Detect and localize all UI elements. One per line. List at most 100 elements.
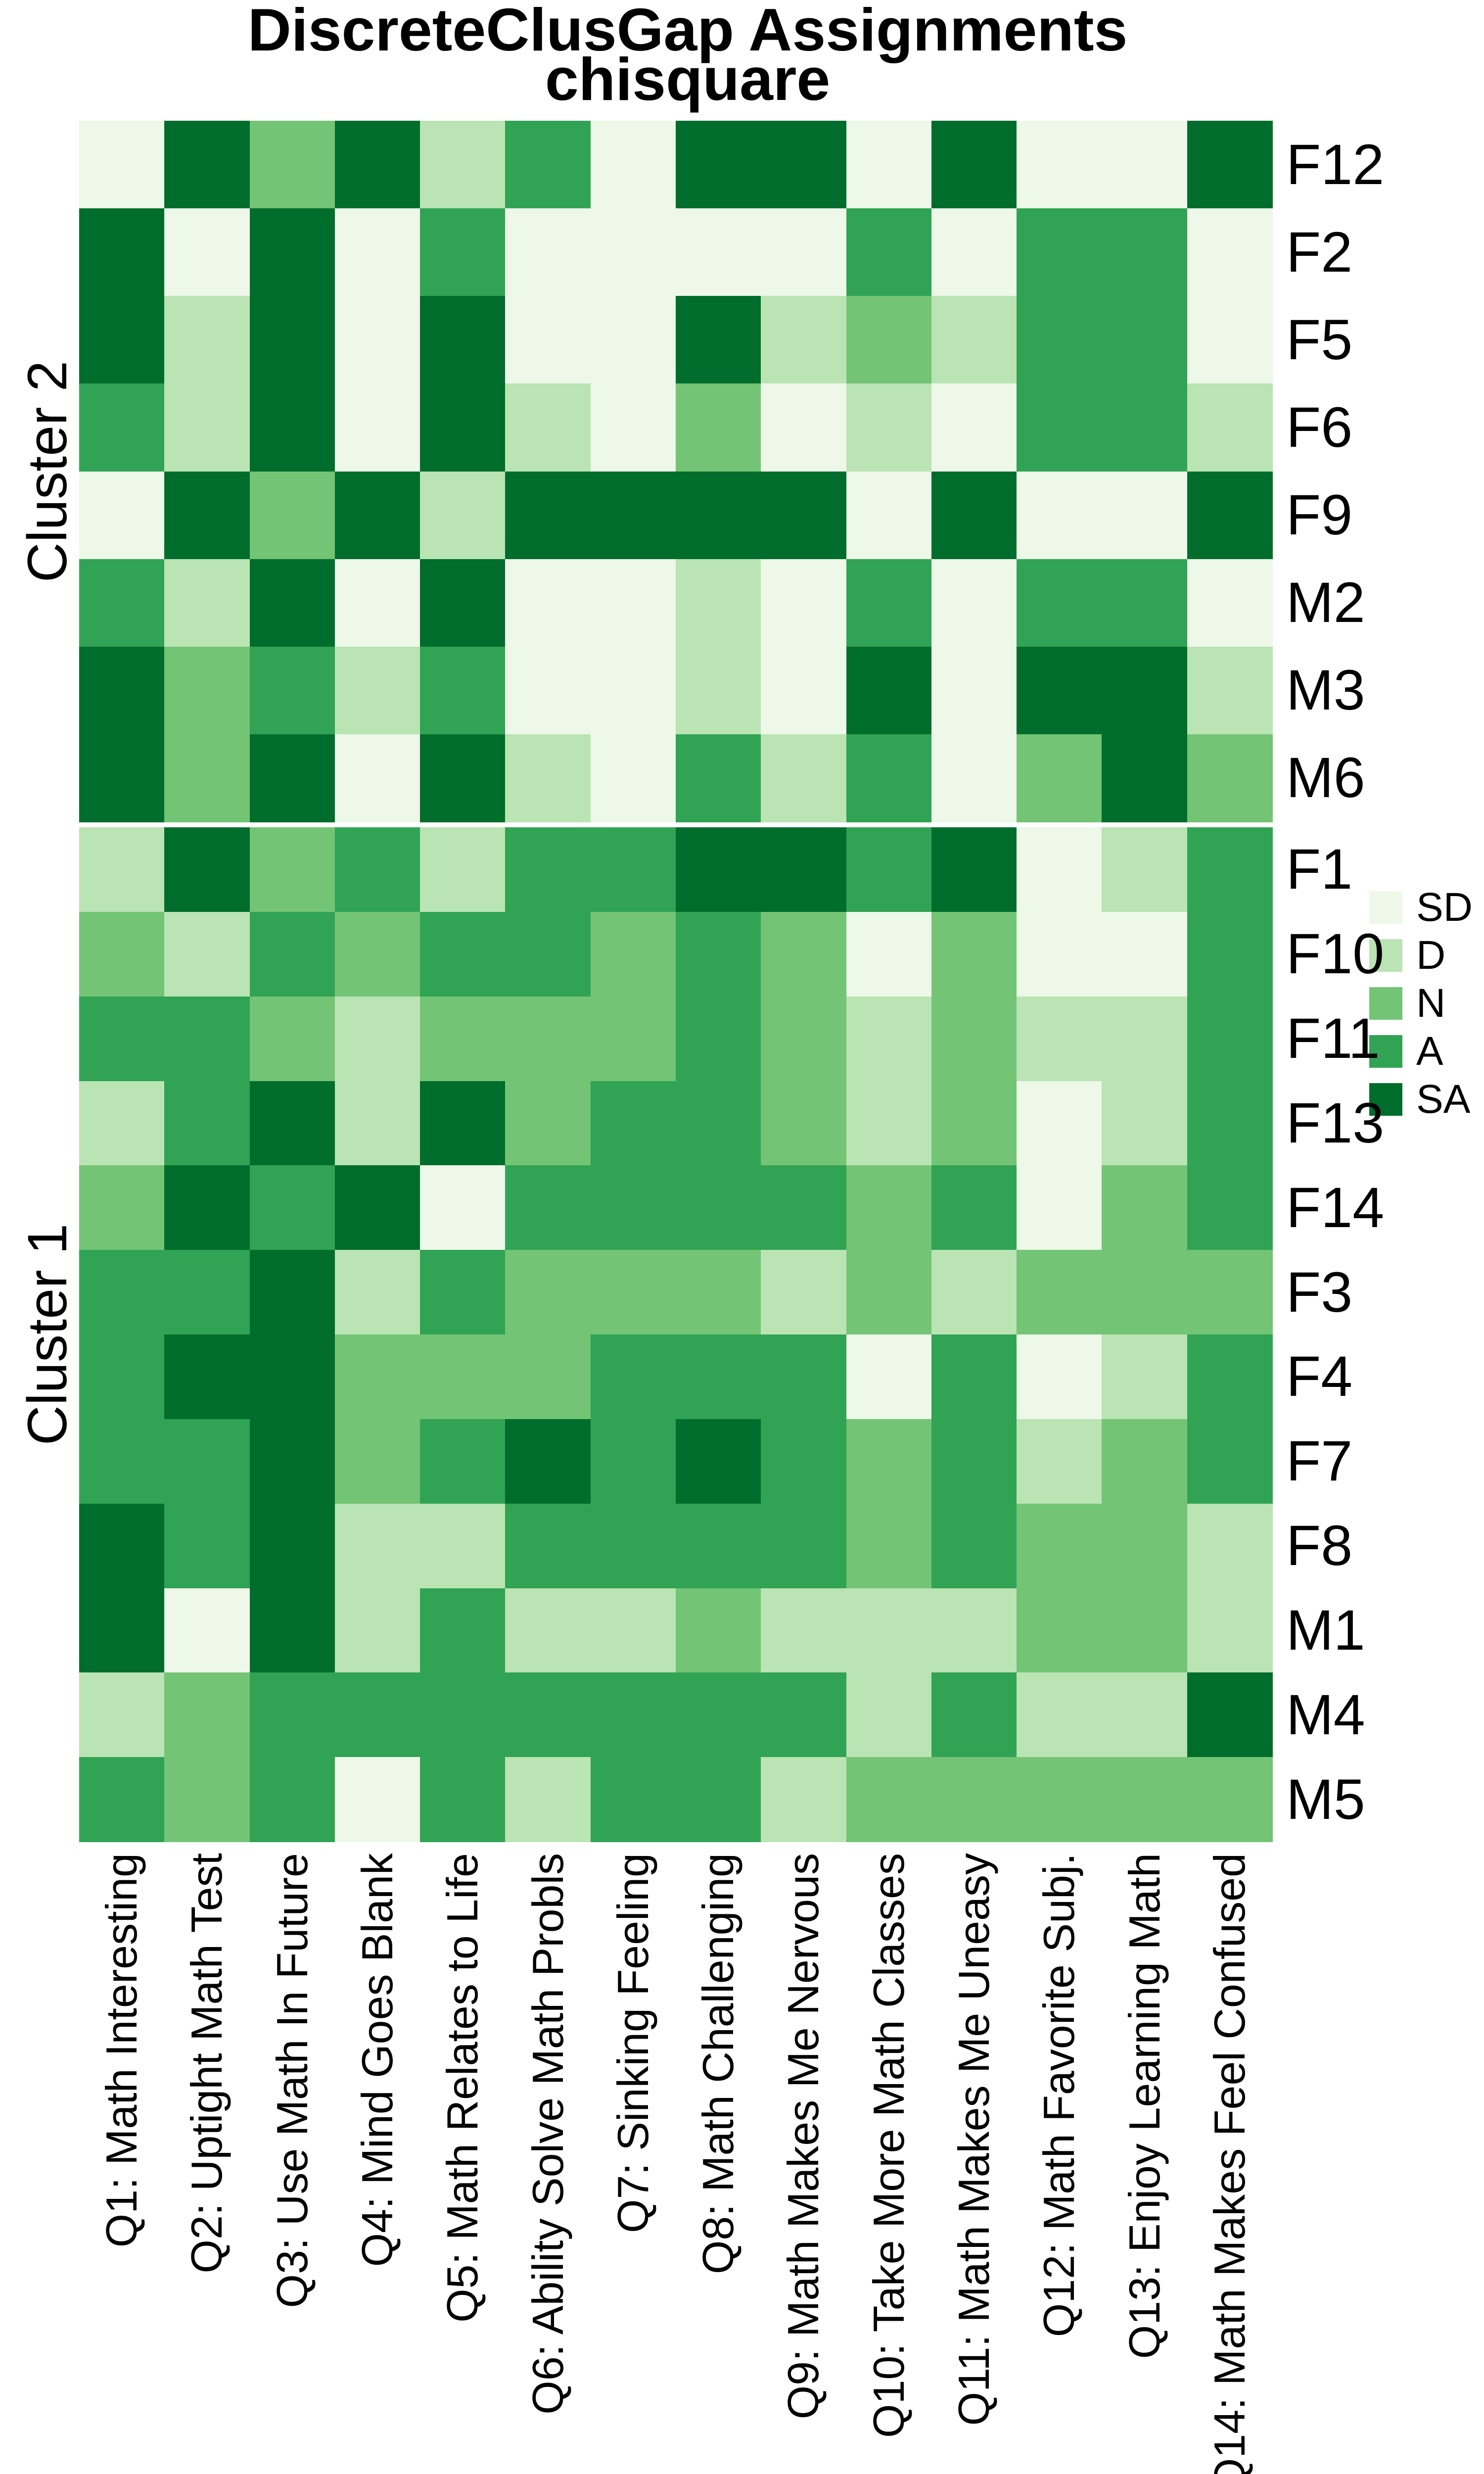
heatmap-cell-F9-Q14 bbox=[1187, 471, 1273, 560]
heatmap-cell-F2-Q7 bbox=[590, 208, 676, 296]
heatmap-cell-F9-Q2 bbox=[164, 471, 250, 560]
col-label-Q3: Q3: Use Math In Future bbox=[250, 1853, 335, 2308]
heatmap-cell-F6-Q10 bbox=[846, 383, 932, 472]
heatmap-cell-F10-Q3 bbox=[249, 911, 335, 997]
heatmap-cell-F2-Q12 bbox=[1017, 208, 1103, 296]
heatmap-cell-F2-Q1 bbox=[79, 208, 165, 296]
heatmap-cell-F6-Q2 bbox=[164, 383, 250, 472]
heatmap-cell-M1-Q1 bbox=[79, 1588, 165, 1673]
col-label-Q6: Q6: Ability Solve Math Probls bbox=[505, 1853, 590, 2415]
heatmap-cell-F8-Q11 bbox=[931, 1503, 1017, 1589]
heatmap-cell-F14-Q6 bbox=[505, 1165, 591, 1250]
heatmap-cell-F7-Q10 bbox=[846, 1419, 932, 1504]
col-label-Q4: Q4: Mind Goes Blank bbox=[335, 1853, 420, 2267]
heatmap-cell-M2-Q9 bbox=[761, 559, 847, 647]
row-label-M1: M1 bbox=[1286, 1598, 1365, 1662]
row-label-F13: F13 bbox=[1286, 1091, 1385, 1155]
heatmap-cell-F2-Q4 bbox=[334, 208, 420, 296]
heatmap-cell-F10-Q1 bbox=[79, 911, 165, 997]
heatmap-cell-F9-Q7 bbox=[590, 471, 676, 560]
heatmap-cell-F12-Q14 bbox=[1187, 121, 1273, 209]
heatmap-cell-M6-Q10 bbox=[846, 734, 932, 822]
heatmap-cell-F2-Q9 bbox=[761, 208, 847, 296]
cluster-label-cluster-1: Cluster 1 bbox=[16, 1224, 78, 1445]
heatmap-cell-F5-Q11 bbox=[931, 296, 1017, 384]
col-label-Q2: Q2: Uptight Math Test bbox=[164, 1853, 249, 2273]
heatmap-cell-M4-Q6 bbox=[505, 1672, 591, 1758]
heatmap-cell-F1-Q10 bbox=[846, 827, 932, 912]
col-label-Q1: Q1: Math Interesting bbox=[79, 1853, 164, 2247]
heatmap-cell-F3-Q10 bbox=[846, 1250, 932, 1335]
heatmap-cell-F11-Q13 bbox=[1102, 996, 1188, 1082]
col-label-text: Q1: Math Interesting bbox=[97, 1853, 146, 2248]
heatmap-cell-F8-Q7 bbox=[590, 1503, 676, 1589]
heatmap-cell-F7-Q9 bbox=[761, 1419, 847, 1504]
heatmap-cell-F9-Q6 bbox=[505, 471, 591, 560]
col-label-Q11: Q11: Math Makes Me Uneasy bbox=[931, 1853, 1017, 2426]
heatmap-cell-M6-Q3 bbox=[249, 734, 335, 822]
heatmap-cell-F14-Q10 bbox=[846, 1165, 932, 1250]
heatmap-cell-F5-Q13 bbox=[1102, 296, 1188, 384]
heatmap-cell-F4-Q4 bbox=[334, 1334, 420, 1420]
heatmap-cell-M4-Q4 bbox=[334, 1672, 420, 1758]
heatmap-cell-F2-Q8 bbox=[676, 208, 761, 296]
heatmap-cell-F9-Q8 bbox=[676, 471, 761, 560]
heatmap-cell-M1-Q2 bbox=[164, 1588, 250, 1673]
heatmap-cell-F14-Q8 bbox=[676, 1165, 761, 1250]
heatmap-cell-F13-Q2 bbox=[164, 1081, 250, 1166]
heatmap-cell-F10-Q14 bbox=[1187, 911, 1273, 997]
heatmap-cell-F11-Q5 bbox=[420, 996, 506, 1082]
heatmap-cell-M3-Q14 bbox=[1187, 646, 1273, 735]
row-label-M3: M3 bbox=[1286, 659, 1365, 722]
legend-label-SA: SA bbox=[1416, 1077, 1471, 1122]
heatmap-cell-M3-Q2 bbox=[164, 646, 250, 735]
heatmap-cell-F7-Q3 bbox=[249, 1419, 335, 1504]
legend-item-SD: SD bbox=[1369, 884, 1473, 931]
heatmap-cell-F12-Q1 bbox=[79, 121, 165, 209]
heatmap-cell-F7-Q6 bbox=[505, 1419, 591, 1504]
heatmap-cell-M6-Q5 bbox=[420, 734, 506, 822]
heatmap-cell-F3-Q13 bbox=[1102, 1250, 1188, 1335]
heatmap-cell-M5-Q14 bbox=[1187, 1757, 1273, 1842]
heatmap-cell-M4-Q5 bbox=[420, 1672, 506, 1758]
heatmap-cell-M6-Q13 bbox=[1102, 734, 1188, 822]
heatmap-cell-F8-Q14 bbox=[1187, 1503, 1273, 1589]
heatmap-cell-F4-Q10 bbox=[846, 1334, 932, 1420]
col-label-Q9: Q9: Math Makes Me Nervous bbox=[761, 1853, 846, 2419]
heatmap-cell-M1-Q5 bbox=[420, 1588, 506, 1673]
heatmap-cell-M4-Q13 bbox=[1102, 1672, 1188, 1758]
heatmap-cell-F6-Q12 bbox=[1017, 383, 1103, 472]
heatmap-cell-M3-Q6 bbox=[505, 646, 591, 735]
heatmap-cell-M2-Q14 bbox=[1187, 559, 1273, 647]
col-label-text: Q3: Use Math In Future bbox=[267, 1853, 317, 2308]
legend-label-D: D bbox=[1416, 933, 1446, 978]
heatmap-cell-M6-Q8 bbox=[676, 734, 761, 822]
heatmap-cell-F10-Q2 bbox=[164, 911, 250, 997]
heatmap-cell-M4-Q12 bbox=[1017, 1672, 1103, 1758]
heatmap-cell-M6-Q2 bbox=[164, 734, 250, 822]
heatmap-cell-F2-Q3 bbox=[249, 208, 335, 296]
heatmap-cell-F8-Q4 bbox=[334, 1503, 420, 1589]
heatmap-cell-F7-Q13 bbox=[1102, 1419, 1188, 1504]
heatmap-cell-F3-Q11 bbox=[931, 1250, 1017, 1335]
heatmap-cell-M2-Q1 bbox=[79, 559, 165, 647]
heatmap-cell-M2-Q12 bbox=[1017, 559, 1103, 647]
legend-swatch-A bbox=[1369, 1035, 1402, 1068]
heatmap-cell-M1-Q11 bbox=[931, 1588, 1017, 1673]
heatmap-cell-F9-Q13 bbox=[1102, 471, 1188, 560]
heatmap-cell-F7-Q8 bbox=[676, 1419, 761, 1504]
heatmap-cell-F2-Q6 bbox=[505, 208, 591, 296]
heatmap-cell-F3-Q4 bbox=[334, 1250, 420, 1335]
col-label-text: Q10: Take More Math Classes bbox=[864, 1853, 913, 2438]
heatmap-cell-F10-Q13 bbox=[1102, 911, 1188, 997]
heatmap-cell-F1-Q9 bbox=[761, 827, 847, 912]
heatmap-cell-F6-Q3 bbox=[249, 383, 335, 472]
heatmap-cell-M2-Q5 bbox=[420, 559, 506, 647]
row-label-F11: F11 bbox=[1286, 1007, 1380, 1071]
col-label-text: Q12: Math Favorite Subj. bbox=[1034, 1853, 1084, 2337]
heatmap-cell-M3-Q13 bbox=[1102, 646, 1188, 735]
heatmap-cell-F12-Q13 bbox=[1102, 121, 1188, 209]
heatmap-cell-F6-Q4 bbox=[334, 383, 420, 472]
legend-item-N: N bbox=[1369, 980, 1473, 1027]
